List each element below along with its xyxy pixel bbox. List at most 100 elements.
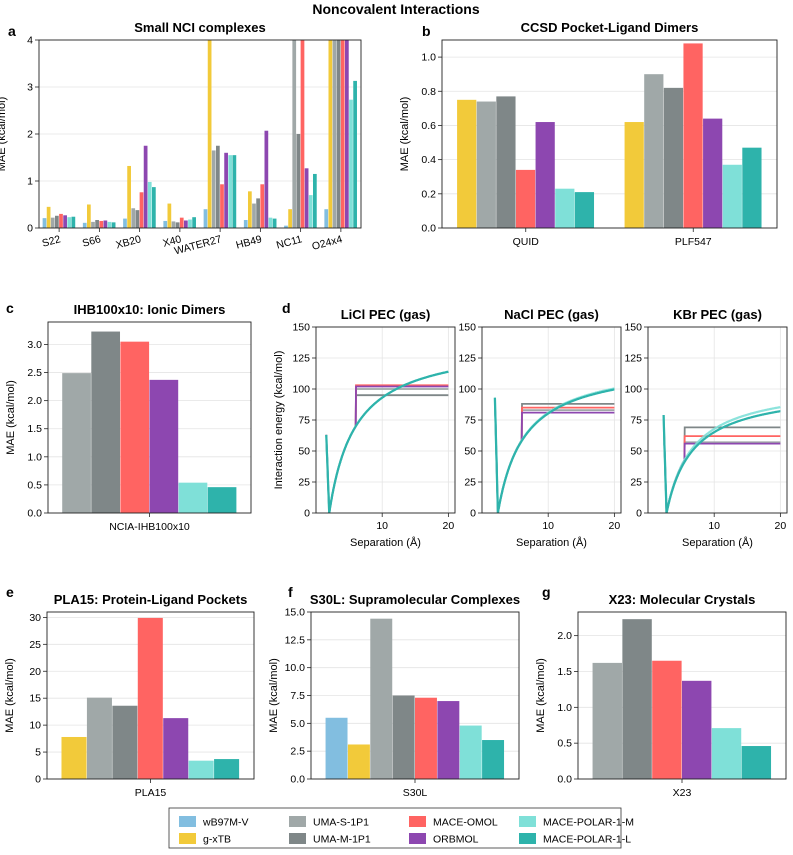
y-tick-label: 1.0 bbox=[557, 702, 572, 714]
legend-frame bbox=[168, 807, 622, 849]
y-tick-label: 15 bbox=[29, 693, 41, 705]
bar-mace-omol-water27 bbox=[220, 184, 224, 228]
bar-orbmol-o24x4 bbox=[345, 40, 349, 228]
line-mace-polar-1-l bbox=[325, 370, 449, 513]
bar-uma-m-1p1-plf547 bbox=[663, 87, 684, 228]
line-orbmol bbox=[663, 442, 781, 513]
x-tick-label: 10 bbox=[708, 520, 720, 532]
bar-orbmol-s66 bbox=[103, 220, 108, 228]
y-tick-label: 4 bbox=[27, 35, 33, 47]
y-tick-label: 2.0 bbox=[27, 395, 42, 407]
legend-label: MACE-OMOL bbox=[433, 817, 498, 829]
bar-wb97m-v-o24x4 bbox=[324, 209, 329, 228]
line-mace-omol bbox=[663, 435, 781, 513]
bar-orbmol-ncia-ihb100x10 bbox=[149, 379, 179, 513]
y-tick-label: 0.0 bbox=[557, 774, 572, 786]
bar-uma-s-1p1-hb49 bbox=[252, 203, 256, 228]
legend-label: MACE-POLAR-1-M bbox=[543, 817, 634, 829]
bar-uma-m-1p1-x40 bbox=[175, 222, 180, 228]
y-tick-label: 0 bbox=[470, 508, 476, 520]
y-tick-label: 0.0 bbox=[290, 774, 305, 786]
x-tick-label: PLF547 bbox=[675, 236, 712, 248]
bar-mace-polar-1-m-x40 bbox=[188, 219, 192, 228]
bar-uma-s-1p1-s66 bbox=[91, 221, 95, 228]
y-tick-label: 2.0 bbox=[557, 630, 572, 642]
y-tick-label: 125 bbox=[458, 353, 476, 365]
panel-d2-title: NaCl PEC (gas) bbox=[504, 307, 599, 322]
bar-wb97m-v-hb49 bbox=[243, 220, 248, 228]
bar-uma-s-1p1-ncia-ihb100x10 bbox=[62, 373, 91, 513]
bar-mace-polar-1-m-s22 bbox=[67, 217, 72, 228]
bar-g-xtb-xb20 bbox=[127, 165, 131, 228]
x-tick-label: 10 bbox=[376, 520, 388, 532]
bar-wb97m-v-nc11 bbox=[284, 225, 288, 228]
y-tick-label: 25 bbox=[630, 477, 642, 489]
bar-uma-m-1p1-pla15 bbox=[112, 705, 138, 779]
legend-swatch-orbmol bbox=[409, 833, 426, 844]
panel-c-title: IHB100x10: Ionic Dimers bbox=[74, 302, 226, 317]
line-orbmol bbox=[494, 411, 615, 513]
panel-d-xlabel: Separation (Å) bbox=[350, 536, 421, 549]
y-tick-label: 1.5 bbox=[557, 666, 572, 678]
figure-title: Noncovalent Interactions bbox=[312, 1, 479, 17]
panel-c-label: c bbox=[6, 300, 14, 316]
legend-swatch-g-xtb bbox=[179, 833, 196, 844]
bar-uma-m-1p1-water27 bbox=[215, 145, 220, 228]
bars bbox=[42, 40, 357, 228]
y-tick-label: 0.0 bbox=[421, 223, 436, 235]
bar-orbmol-nc11 bbox=[304, 168, 309, 228]
panel-e-ylabel: MAE (kcal/mol) bbox=[4, 658, 16, 733]
bar-mace-polar-1-l-o24x4 bbox=[353, 80, 357, 228]
y-tick-label: 125 bbox=[292, 353, 310, 365]
y-tick-label: 150 bbox=[624, 322, 642, 334]
bar-mace-polar-1-l-ncia-ihb100x10 bbox=[207, 487, 237, 513]
y-tick-label: 30 bbox=[29, 612, 41, 624]
panel-d3-xlabel: Separation (Å) bbox=[682, 536, 753, 549]
axes-frame bbox=[47, 321, 252, 514]
bar-orbmol-plf547 bbox=[703, 118, 723, 228]
y-tick-label: 15.0 bbox=[285, 607, 306, 619]
legend-swatch-uma-m-1p1 bbox=[289, 833, 306, 844]
line-uma-s-1p1 bbox=[494, 409, 615, 513]
axes-frame bbox=[577, 611, 787, 780]
y-tick-label: 50 bbox=[298, 446, 310, 458]
bar-g-xtb-s66 bbox=[86, 204, 91, 228]
y-tick-label: 125 bbox=[624, 353, 642, 365]
axes-frame bbox=[310, 611, 520, 780]
bar-orbmol-hb49 bbox=[264, 130, 269, 228]
x-tick-label: NC11 bbox=[275, 233, 303, 251]
bar-uma-m-1p1-s22 bbox=[54, 215, 59, 228]
bar-uma-m-1p1-o24x4 bbox=[336, 40, 341, 228]
axes-frame bbox=[38, 39, 362, 229]
bar-uma-m-1p1-x23 bbox=[622, 619, 652, 779]
y-tick-label: 100 bbox=[292, 384, 310, 396]
y-tick-label: 75 bbox=[298, 415, 310, 427]
y-tick-label: 0.4 bbox=[421, 154, 436, 166]
bar-uma-s-1p1-s30l bbox=[370, 618, 393, 779]
panel-d2: NaCl PEC (gas) 0 25 50 75 100 125 150 10 20 Separa… bbox=[458, 307, 622, 549]
y-tick-label: 25 bbox=[298, 477, 310, 489]
legend-label: wB97M-V bbox=[202, 817, 249, 829]
bar-g-xtb-water27 bbox=[207, 40, 212, 228]
y-tick-label: 100 bbox=[458, 384, 476, 396]
axes-frame bbox=[46, 611, 255, 780]
bar-mace-polar-1-l-water27 bbox=[232, 155, 237, 228]
y-tick-label: 0 bbox=[35, 774, 41, 786]
bar-mace-polar-1-m-quid bbox=[555, 188, 575, 228]
bar-uma-m-1p1-nc11 bbox=[296, 134, 301, 228]
bar-mace-omol-s22 bbox=[59, 213, 63, 228]
bar-mace-polar-1-l-x23 bbox=[741, 746, 772, 779]
bar-wb97m-v-s22 bbox=[42, 218, 47, 228]
y-tick-label: 0 bbox=[304, 508, 310, 520]
panel-c-ylabel: MAE (kcal/mol) bbox=[5, 380, 17, 455]
y-tick-label: 20 bbox=[29, 666, 41, 678]
bar-orbmol-s22 bbox=[63, 215, 67, 228]
legend-label: UMA-S-1P1 bbox=[313, 817, 369, 829]
bar-mace-polar-1-m-ncia-ihb100x10 bbox=[178, 482, 208, 513]
y-tick-label: 2.5 bbox=[290, 746, 305, 758]
bar-mace-omol-x23 bbox=[652, 660, 682, 779]
bar-mace-omol-nc11 bbox=[300, 40, 305, 228]
panel-g: X23: Molecular Crystals g 0.0 0.5 1.0 1.5 2.0 M… bbox=[535, 584, 787, 799]
panel-e-title: PLA15: Protein-Ligand Pockets bbox=[54, 592, 248, 607]
axes-frame bbox=[315, 326, 456, 514]
